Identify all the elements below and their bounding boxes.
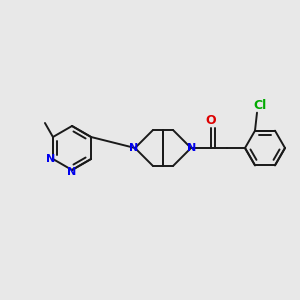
Text: Cl: Cl bbox=[254, 99, 267, 112]
Text: O: O bbox=[206, 115, 216, 128]
Text: N: N bbox=[46, 154, 56, 164]
Text: N: N bbox=[129, 143, 139, 153]
Text: N: N bbox=[68, 167, 76, 177]
Text: N: N bbox=[188, 143, 196, 153]
